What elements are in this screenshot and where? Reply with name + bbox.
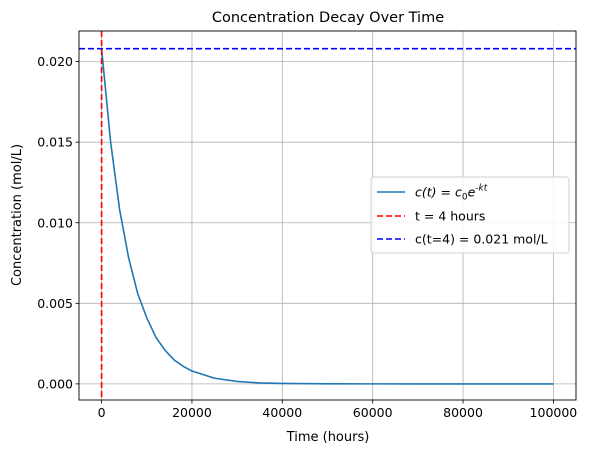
x-tick-label: 60000 <box>353 405 393 420</box>
series-layer <box>79 31 576 400</box>
x-tick-label: 80000 <box>443 405 483 420</box>
y-tick-label: 0.020 <box>37 54 73 69</box>
legend-label: c(t=4) = 0.021 mol/L <box>415 232 548 247</box>
legend-box <box>370 176 570 254</box>
y-tick-label: 0.015 <box>37 135 73 150</box>
y-tick-label: 0.005 <box>37 296 73 311</box>
legend: c(t) = c0e-kt t = 4 hours c(t=4) = 0.021 m… <box>370 176 570 254</box>
legend-label: t = 4 hours <box>415 209 485 224</box>
y-tick-label: 0.010 <box>37 215 73 230</box>
x-tick-label: 0 <box>98 405 106 420</box>
legend-label: c(t) = c0e-kt <box>415 184 488 203</box>
y-tick-label: 0.000 <box>37 376 73 391</box>
x-tick-label: 40000 <box>262 405 302 420</box>
y-axis: 0.000 0.005 0.010 0.015 0.020 <box>37 54 79 391</box>
decay-curve <box>100 48 554 385</box>
x-axis-label: Time (hours) <box>286 430 370 445</box>
chart-title: Concentration Decay Over Time <box>212 10 444 26</box>
x-tick-label: 100000 <box>530 405 578 420</box>
x-axis: 0 20000 40000 60000 80000 100000 <box>98 400 578 420</box>
plot-frame <box>78 30 577 401</box>
y-axis-label: Concentration (mol/L) <box>10 144 25 286</box>
x-tick-label: 20000 <box>172 405 212 420</box>
